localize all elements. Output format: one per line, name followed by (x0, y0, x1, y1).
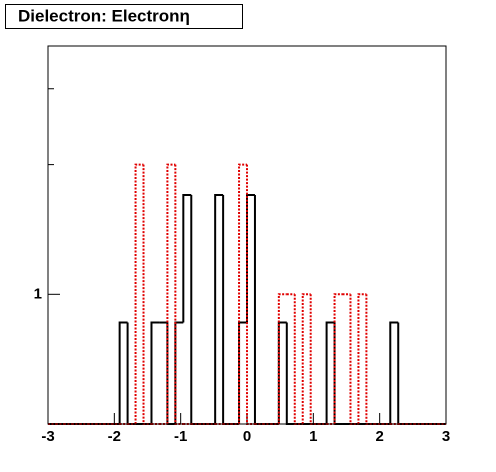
x-tick-label: -3 (41, 428, 54, 445)
frame (47, 45, 447, 425)
histogram-bin (118, 321, 128, 424)
title-box (5, 4, 243, 29)
histogram-bin (182, 194, 192, 323)
histogram-bin (238, 163, 247, 424)
x-tick-label: 2 (375, 428, 383, 445)
histogram-bin (150, 321, 160, 424)
histogram-bin (277, 293, 287, 424)
x-tick-label: 3 (442, 428, 450, 445)
histogram-bin (214, 194, 224, 424)
histogram-bin (246, 194, 255, 323)
histogram-bin (333, 293, 343, 424)
y-tick-label: 1 (34, 285, 42, 302)
x-tick-label: 1 (309, 428, 317, 445)
x-tick-label: 0 (243, 428, 251, 445)
histogram-bin (277, 321, 287, 424)
histogram-bin (301, 293, 311, 424)
histogram-bin (238, 321, 247, 424)
histogram-bin (325, 321, 335, 424)
histogram-bin (134, 163, 144, 424)
chart-title: Dielectron: Electronη (18, 6, 190, 25)
histogram-bin (389, 321, 399, 424)
histogram-bin (357, 293, 367, 424)
x-tick-label: -1 (174, 428, 187, 445)
histogram-bin (166, 163, 176, 424)
x-tick-label: -2 (108, 428, 121, 445)
